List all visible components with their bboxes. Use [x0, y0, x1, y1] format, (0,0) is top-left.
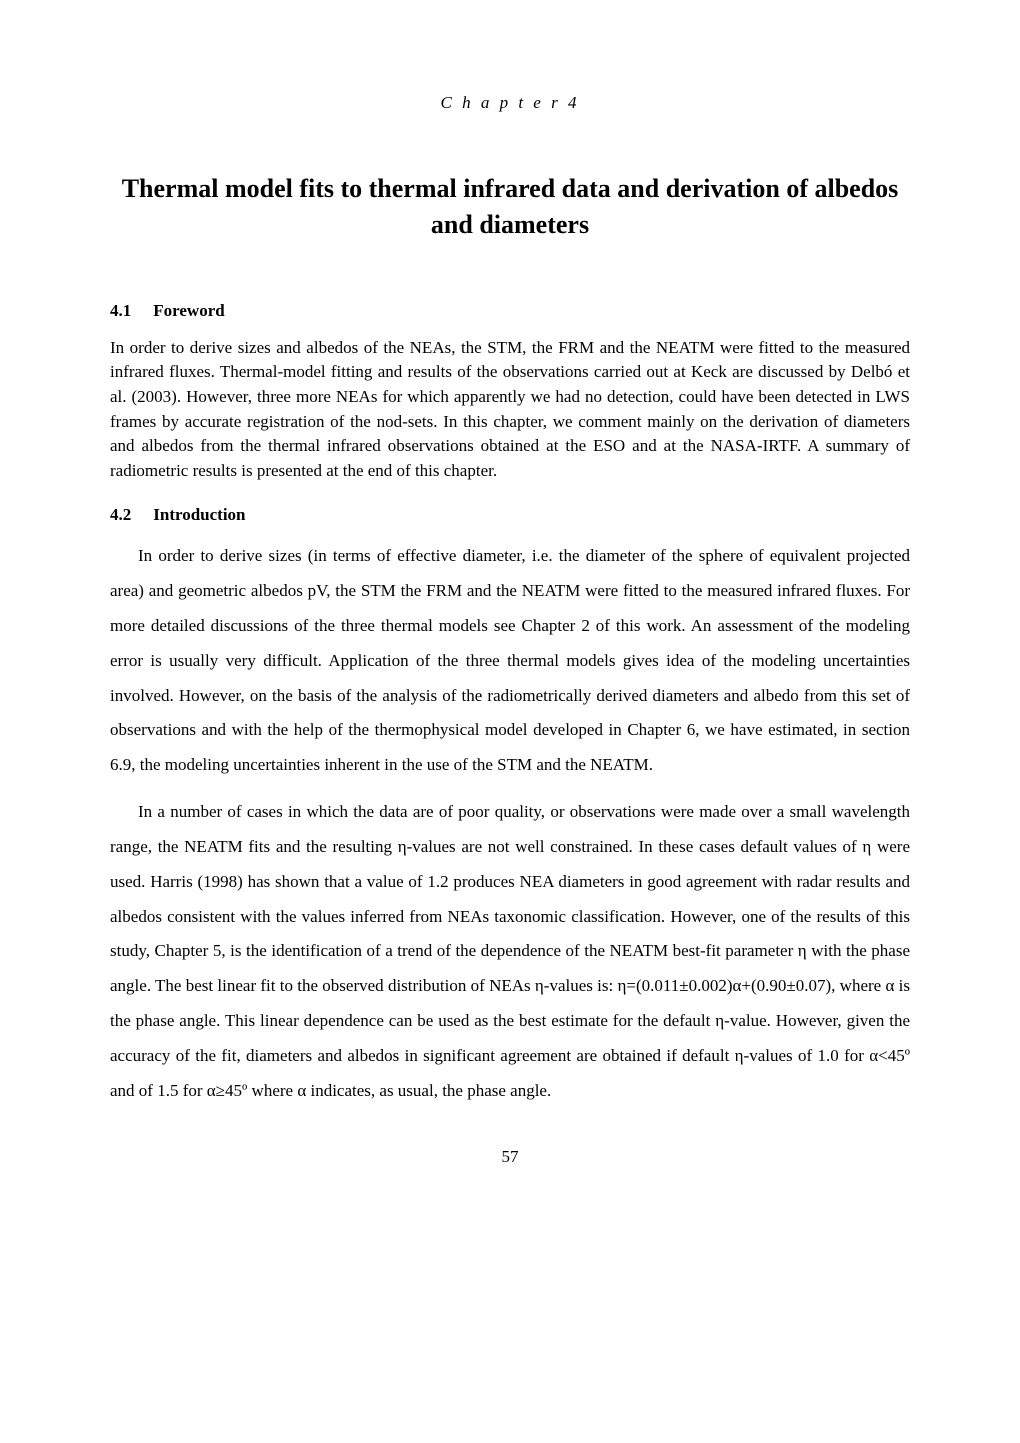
section-number: 4.1: [110, 298, 131, 324]
chapter-label: C h a p t e r 4: [110, 90, 910, 116]
section-heading-text: Foreword: [153, 301, 224, 320]
chapter-title: Thermal model fits to thermal infrared d…: [110, 171, 910, 244]
section-heading: 4.1 Foreword: [110, 298, 910, 324]
section-heading: 4.2 Introduction: [110, 502, 910, 528]
paragraph: In a number of cases in which the data a…: [110, 795, 910, 1109]
section-4-1: 4.1 Foreword In order to derive sizes and…: [110, 298, 910, 483]
paragraph: In order to derive sizes (in terms of ef…: [110, 539, 910, 783]
page-number: 57: [110, 1144, 910, 1170]
paragraph: In order to derive sizes and albedos of …: [110, 336, 910, 484]
section-heading-text: Introduction: [153, 505, 245, 524]
section-4-2: 4.2 Introduction In order to derive sizes…: [110, 502, 910, 1109]
section-number: 4.2: [110, 502, 131, 528]
